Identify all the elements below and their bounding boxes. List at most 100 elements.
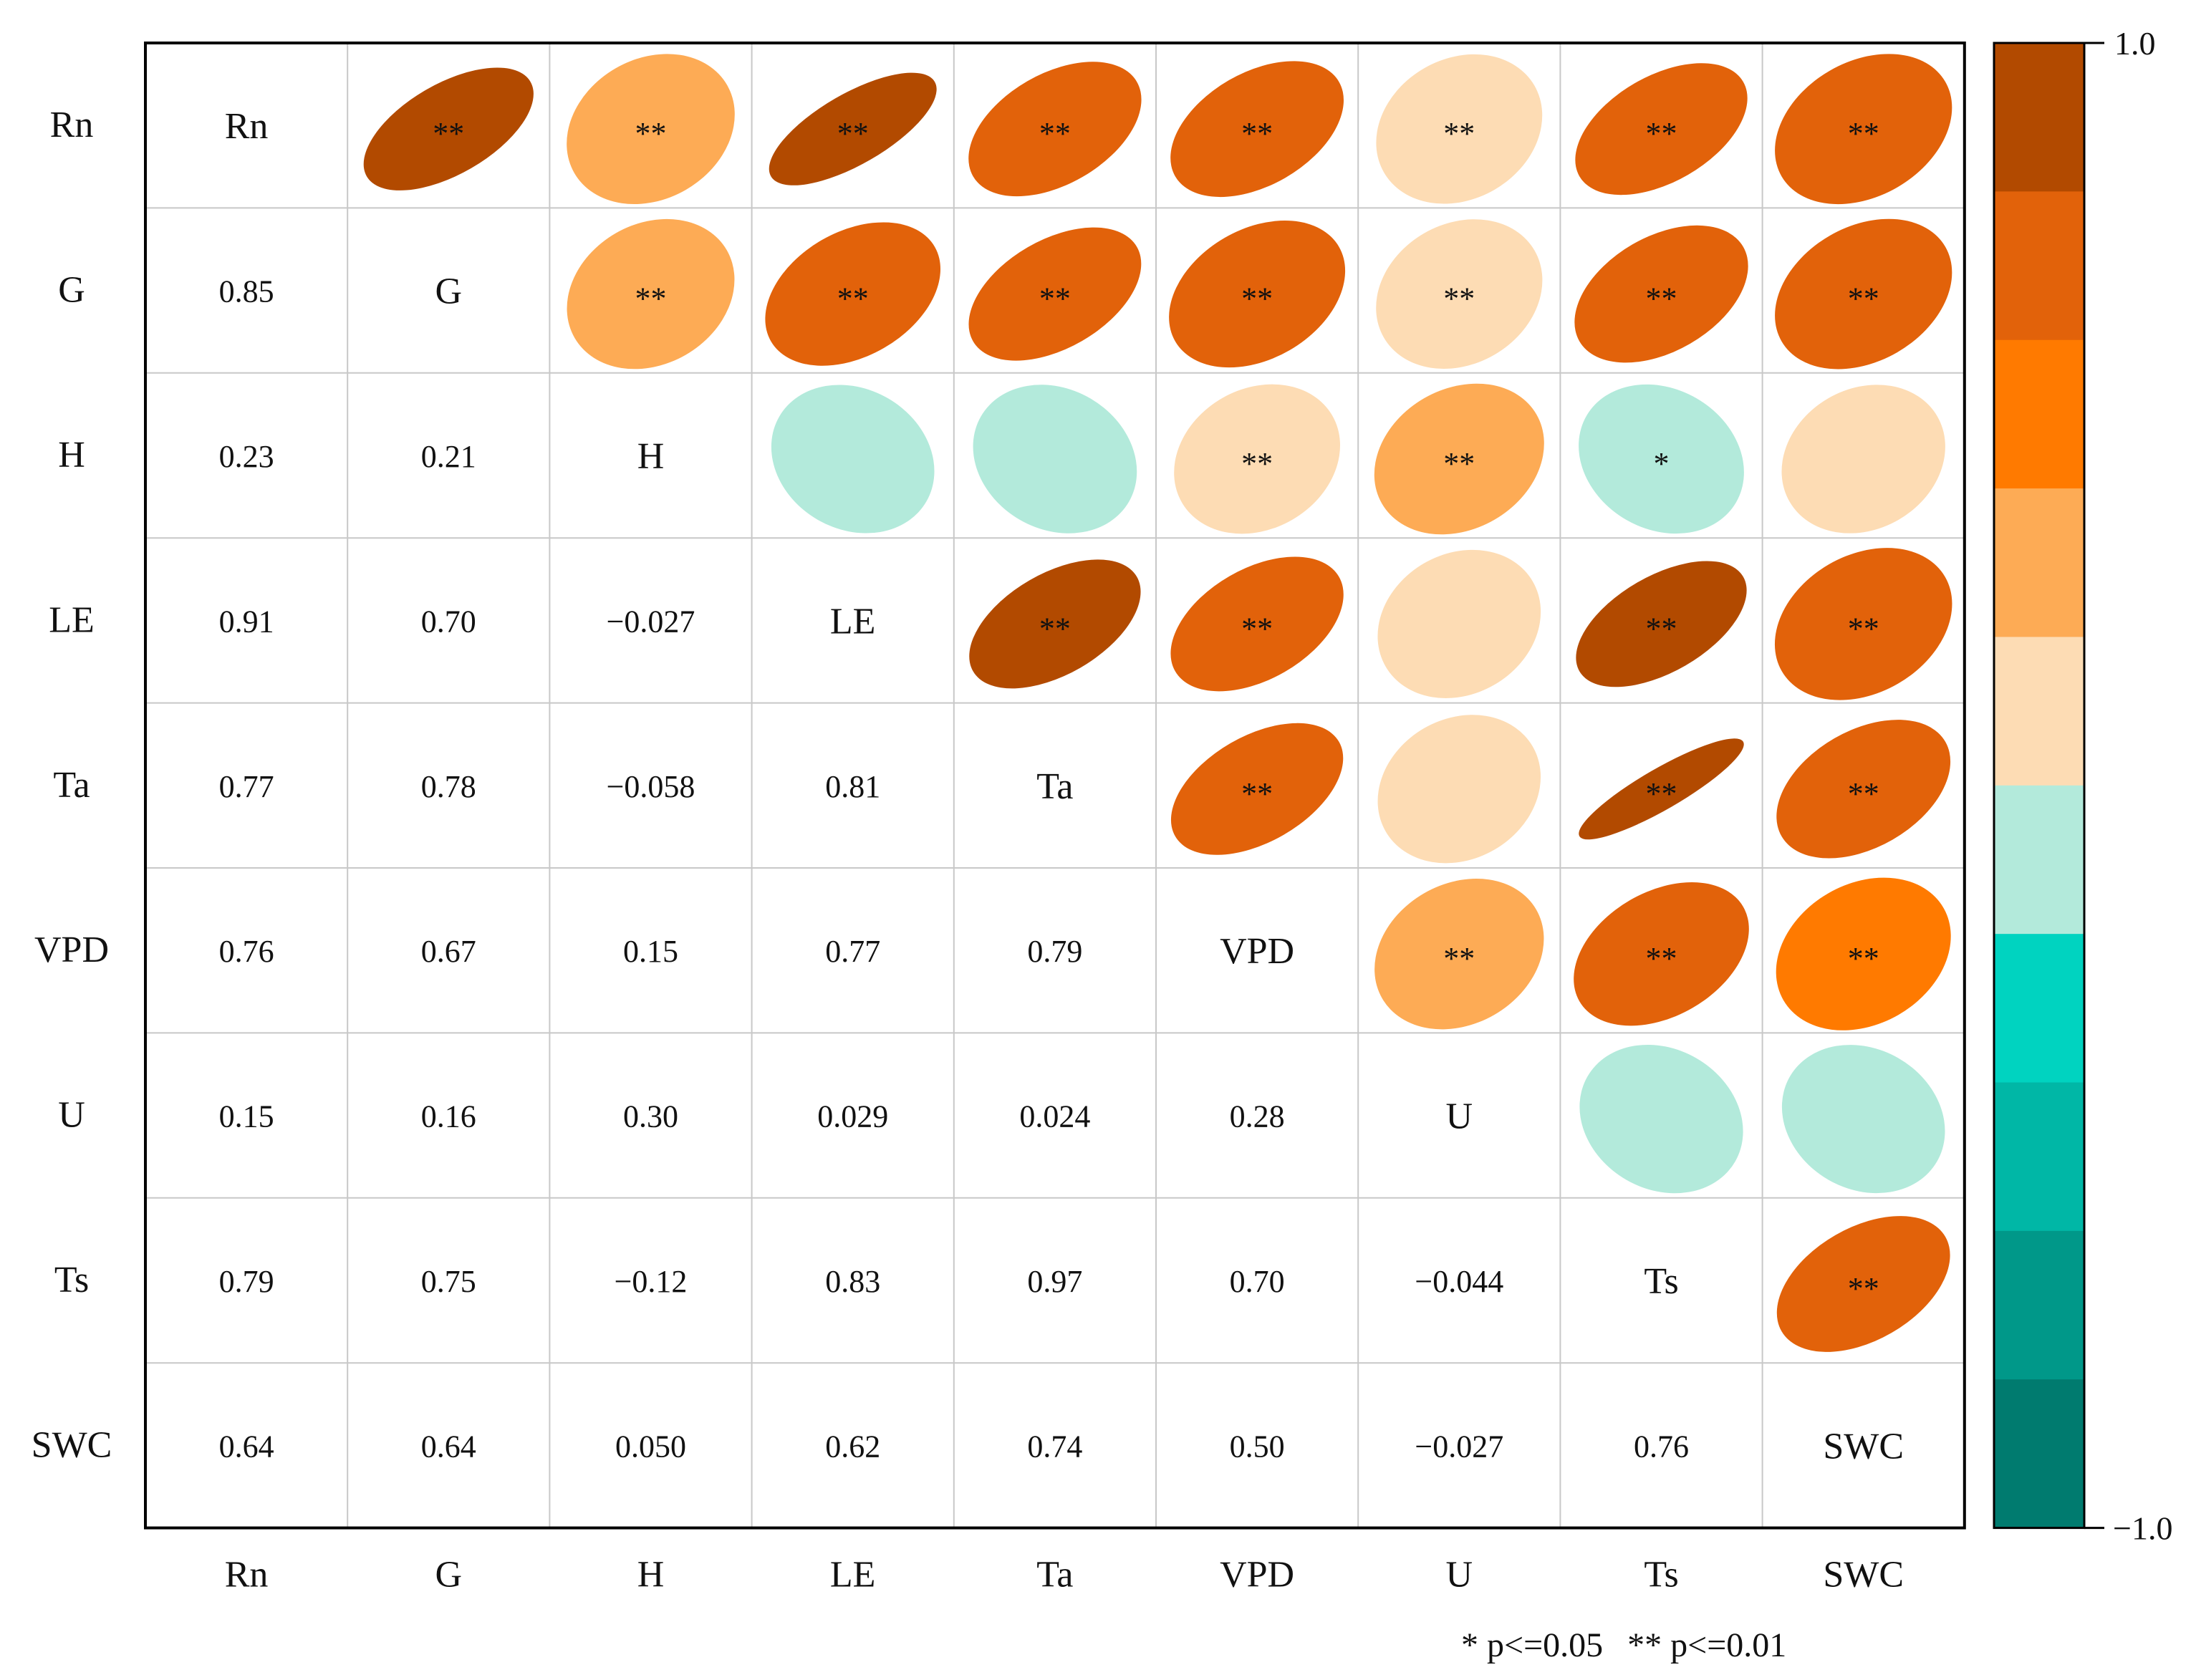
corr-ellipse-le-vpd [1170,556,1344,692]
colorbar-segment [1994,1082,2084,1232]
corr-ellipse-rn-u [1376,54,1543,204]
corr-value-u-vpd: 0.28 [1230,1099,1285,1134]
significance-legend-double: ** p<=0.01 [1627,1626,1787,1664]
x-tick-label-ta: Ta [1036,1555,1073,1595]
significance-mark-le-swc: ** [1848,611,1879,646]
significance-mark-le-vpd: ** [1241,611,1273,646]
corr-ellipse-g-h [567,218,735,370]
colorbar-segment [1994,1379,2084,1529]
significance-legend: * p<=0.05 ** p<=0.01 [1461,1626,1811,1665]
significance-mark-h-vpd: ** [1241,446,1273,481]
significance-mark-ta-vpd: ** [1241,776,1273,811]
corr-ellipse-rn-le [769,72,937,185]
corr-value-ts-g: 0.75 [421,1264,476,1299]
diagonal-label-swc: SWC [1823,1426,1904,1467]
diagonal-label-g: G [435,271,463,312]
corr-value-ts-le: 0.83 [825,1264,880,1299]
corr-value-ts-h: −0.12 [615,1264,688,1299]
corr-value-vpd-le: 0.77 [825,934,880,969]
colorbar-segment [1994,339,2084,489]
y-tick-label-le: LE [49,599,95,640]
corr-ellipse-h-ts [1579,384,1744,534]
y-tick-label-ta: Ta [53,765,90,806]
corr-ellipse-g-ts [1574,225,1748,363]
significance-mark-g-ta: ** [1039,281,1071,317]
colorbar-segment [1994,1230,2084,1380]
corr-value-swc-h: 0.050 [615,1429,686,1464]
colorbar-segment [1994,637,2084,786]
corr-value-g-rn: 0.85 [219,274,274,309]
colorbar-segment [1994,43,2084,192]
x-axis-labels: Rn G H LE Ta VPD U Ts SWC [225,1555,1904,1595]
corr-ellipse-rn-vpd [1170,61,1344,198]
significance-mark-ta-ts: ** [1646,776,1677,811]
significance-mark-g-h: ** [635,281,667,317]
corr-ellipse-g-swc [1775,218,1952,370]
corr-value-u-le: 0.029 [817,1099,888,1134]
diagonal-label-le: LE [830,601,876,642]
significance-mark-rn-u: ** [1443,116,1475,151]
corr-value-vpd-h: 0.15 [623,934,678,969]
colorbar-segment [1994,934,2084,1083]
corr-value-ta-le: 0.81 [825,769,880,804]
x-tick-label-le: LE [830,1555,876,1595]
x-tick-label-u: U [1446,1555,1473,1595]
corr-ellipse-le-ta [969,559,1141,689]
corr-ellipse-le-swc [1774,548,1952,700]
colorbar-segment [1994,191,2084,341]
significance-mark-g-u: ** [1443,281,1475,317]
y-axis-labels: Rn G H LE Ta VPD U Ts SWC [32,105,112,1465]
corr-value-ts-rn: 0.79 [219,1264,274,1299]
corr-ellipse-h-u [1374,383,1544,535]
corr-ellipse-h-le [771,385,935,534]
corr-value-h-rn: 0.23 [219,439,274,474]
corr-ellipse-g-vpd [1169,221,1346,368]
x-tick-label-vpd: VPD [1220,1555,1294,1595]
significance-mark-ta-swc: ** [1848,776,1879,811]
colorbar-max-label: 1.0 [2114,25,2156,62]
corr-ellipse-ta-swc [1776,720,1951,859]
corr-ellipse-ta-u [1377,715,1541,864]
diagonal-label-rn: Rn [225,106,269,147]
significance-mark-rn-ta: ** [1039,116,1071,151]
corr-value-le-rn: 0.91 [219,604,274,639]
colorbar-min-label: −1.0 [2113,1510,2172,1547]
corr-value-swc-rn: 0.64 [219,1429,274,1464]
corr-ellipse-g-le [765,222,941,366]
corr-value-vpd-ta: 0.79 [1027,934,1082,969]
significance-mark-g-ts: ** [1646,281,1677,317]
corr-value-ts-ta: 0.97 [1027,1264,1082,1299]
significance-mark-g-vpd: ** [1241,281,1273,317]
corr-value-ta-h: −0.058 [607,769,695,804]
corr-ellipse-vpd-u [1374,879,1544,1030]
corr-value-u-rn: 0.15 [219,1099,274,1134]
significance-mark-ts-swc: ** [1848,1271,1879,1306]
corr-ellipse-u-swc [1781,1045,1945,1194]
y-tick-label-h: H [58,435,85,475]
corr-value-le-g: 0.70 [421,604,476,639]
corr-ellipse-ta-ts [1579,738,1744,840]
corr-value-vpd-g: 0.67 [421,934,476,969]
plot-frame [144,42,1966,1530]
diagonal-label-u: U [1446,1096,1473,1137]
y-tick-label-ts: Ts [54,1260,89,1300]
y-tick-label-swc: SWC [32,1424,112,1465]
significance-mark-le-ts: ** [1646,611,1677,646]
corr-value-ta-g: 0.78 [421,769,476,804]
significance-mark-vpd-u: ** [1443,941,1475,976]
corr-value-swc-u: −0.027 [1415,1429,1503,1464]
corr-ellipse-rn-swc [1775,54,1952,205]
diagonal-label-vpd: VPD [1220,931,1294,972]
corr-value-swc-vpd: 0.50 [1230,1429,1285,1464]
corr-ellipse-vpd-swc [1776,877,1951,1030]
corr-ellipse-u-ts [1579,1044,1743,1194]
corr-ellipse-rn-ta [968,62,1142,197]
diagonal-label-ts: Ts [1644,1261,1678,1302]
y-tick-label-rn: Rn [50,105,94,145]
diagonal-label-ta: Ta [1036,766,1073,807]
significance-mark-h-u: ** [1443,446,1475,481]
colorbar: 1.0 −1.0 [1993,25,2172,1547]
corr-ellipse-h-vpd [1174,384,1341,534]
x-tick-label-g: G [435,1555,463,1595]
